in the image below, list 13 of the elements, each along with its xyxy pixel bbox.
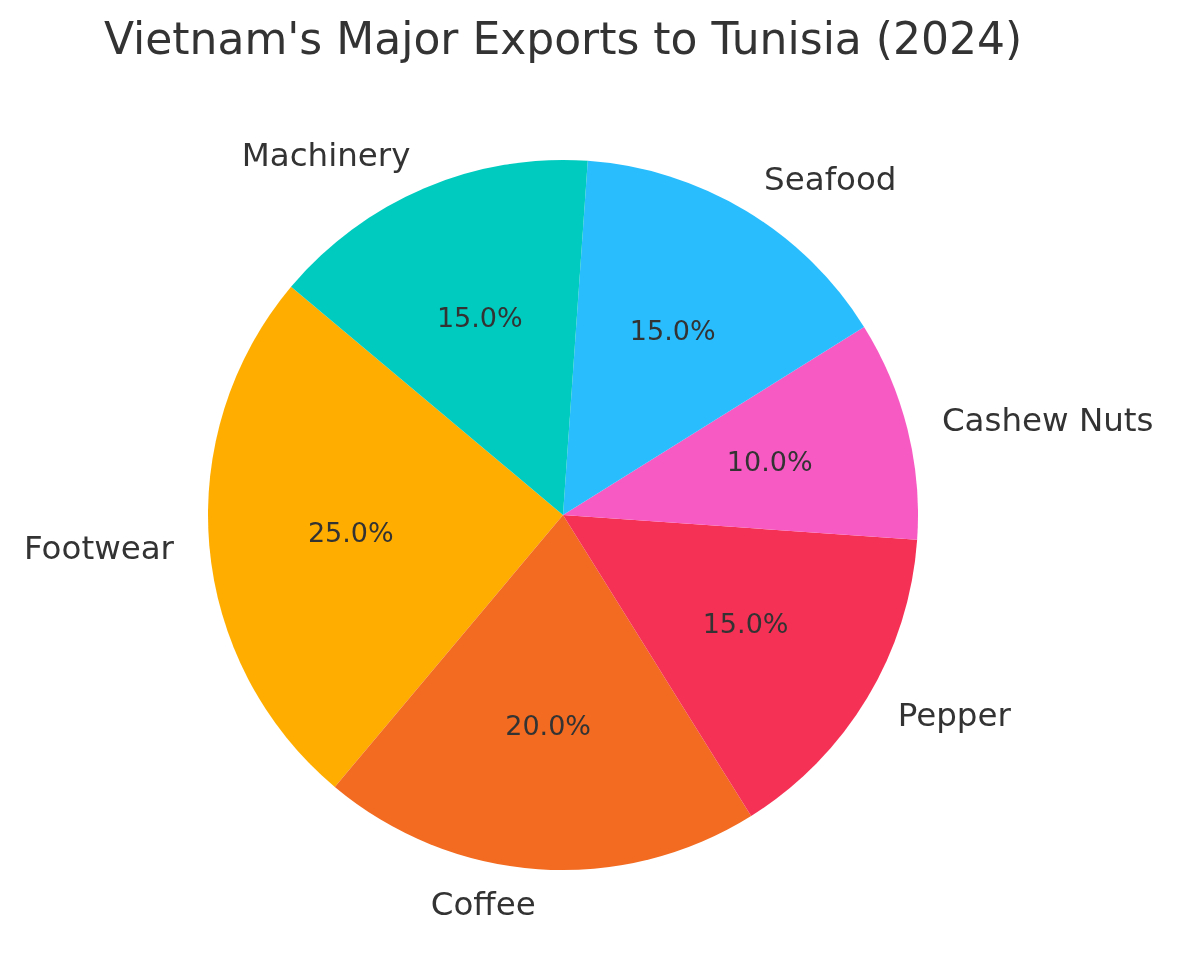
slice-label: Machinery <box>241 135 411 174</box>
data-label: 15.0% <box>629 315 716 347</box>
data-label: 20.0% <box>505 710 592 742</box>
chart-title: Vietnam's Major Exports to Tunisia (2024) <box>103 13 1023 64</box>
slice-label: Pepper <box>897 696 1012 735</box>
slice-label: Cashew Nuts <box>941 400 1154 439</box>
slice-label: Coffee <box>430 884 536 923</box>
data-label: 15.0% <box>436 301 523 333</box>
slice-label: Footwear <box>24 529 175 568</box>
data-label: 10.0% <box>726 446 813 478</box>
data-label: 15.0% <box>702 607 789 639</box>
data-label: 25.0% <box>307 516 394 548</box>
slice-label: Seafood <box>764 160 897 199</box>
